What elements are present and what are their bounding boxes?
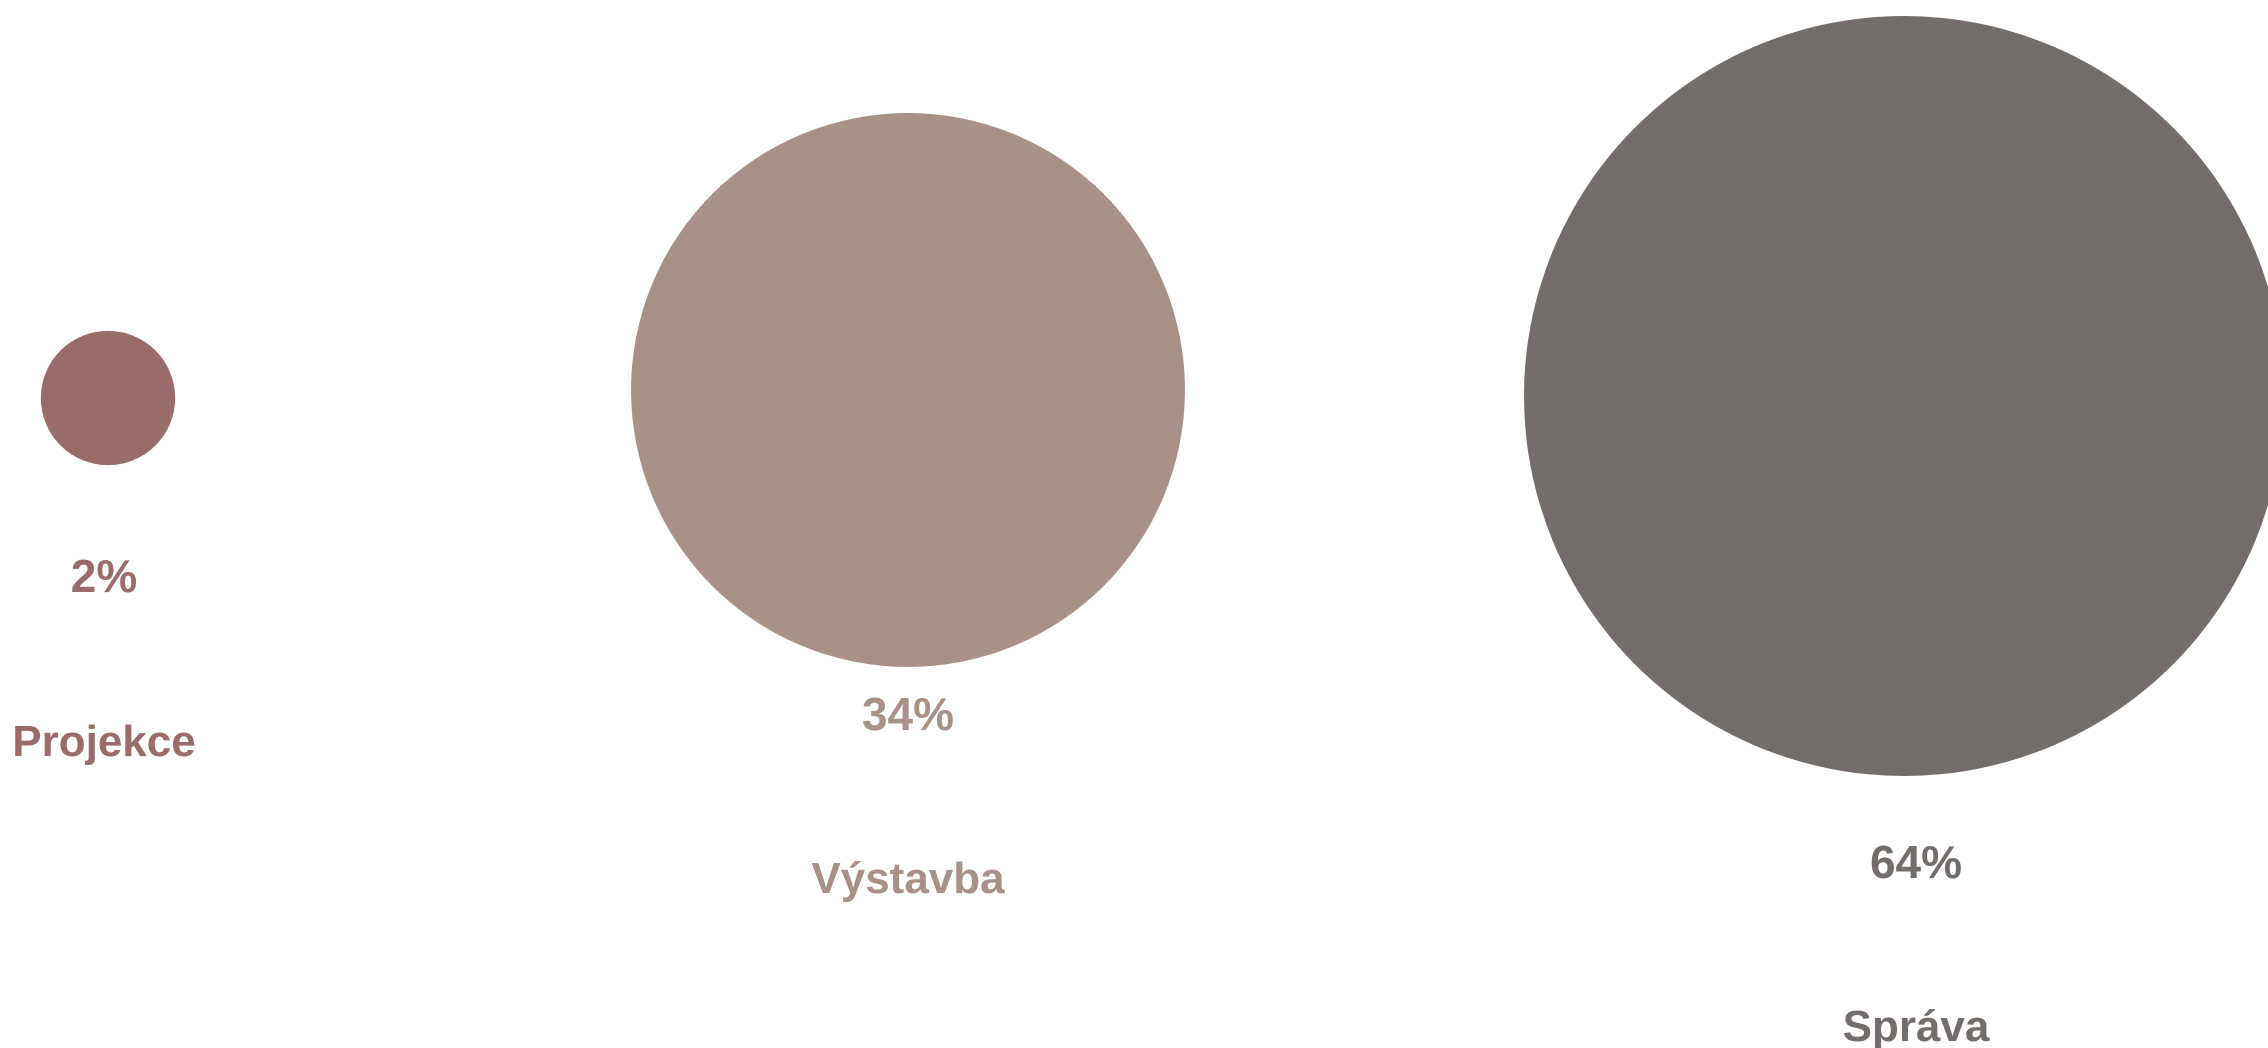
category-label-vystavba: Výstavba: [811, 854, 1005, 903]
bubble-sprava: [1524, 16, 2268, 776]
value-label-sprava: 64%: [1870, 836, 1962, 888]
value-label-vystavba: 34%: [862, 688, 954, 740]
bubble-projekce: [40, 330, 176, 466]
category-label-sprava: Správa: [1843, 1002, 1990, 1048]
value-label-projekce: 2%: [71, 550, 137, 602]
bubble-vystavba: [631, 113, 1185, 667]
bubble-marks: 2% Projekce 34% Výstavba 64% Správa: [12, 16, 2268, 1048]
category-label-projekce: Projekce: [12, 717, 195, 766]
